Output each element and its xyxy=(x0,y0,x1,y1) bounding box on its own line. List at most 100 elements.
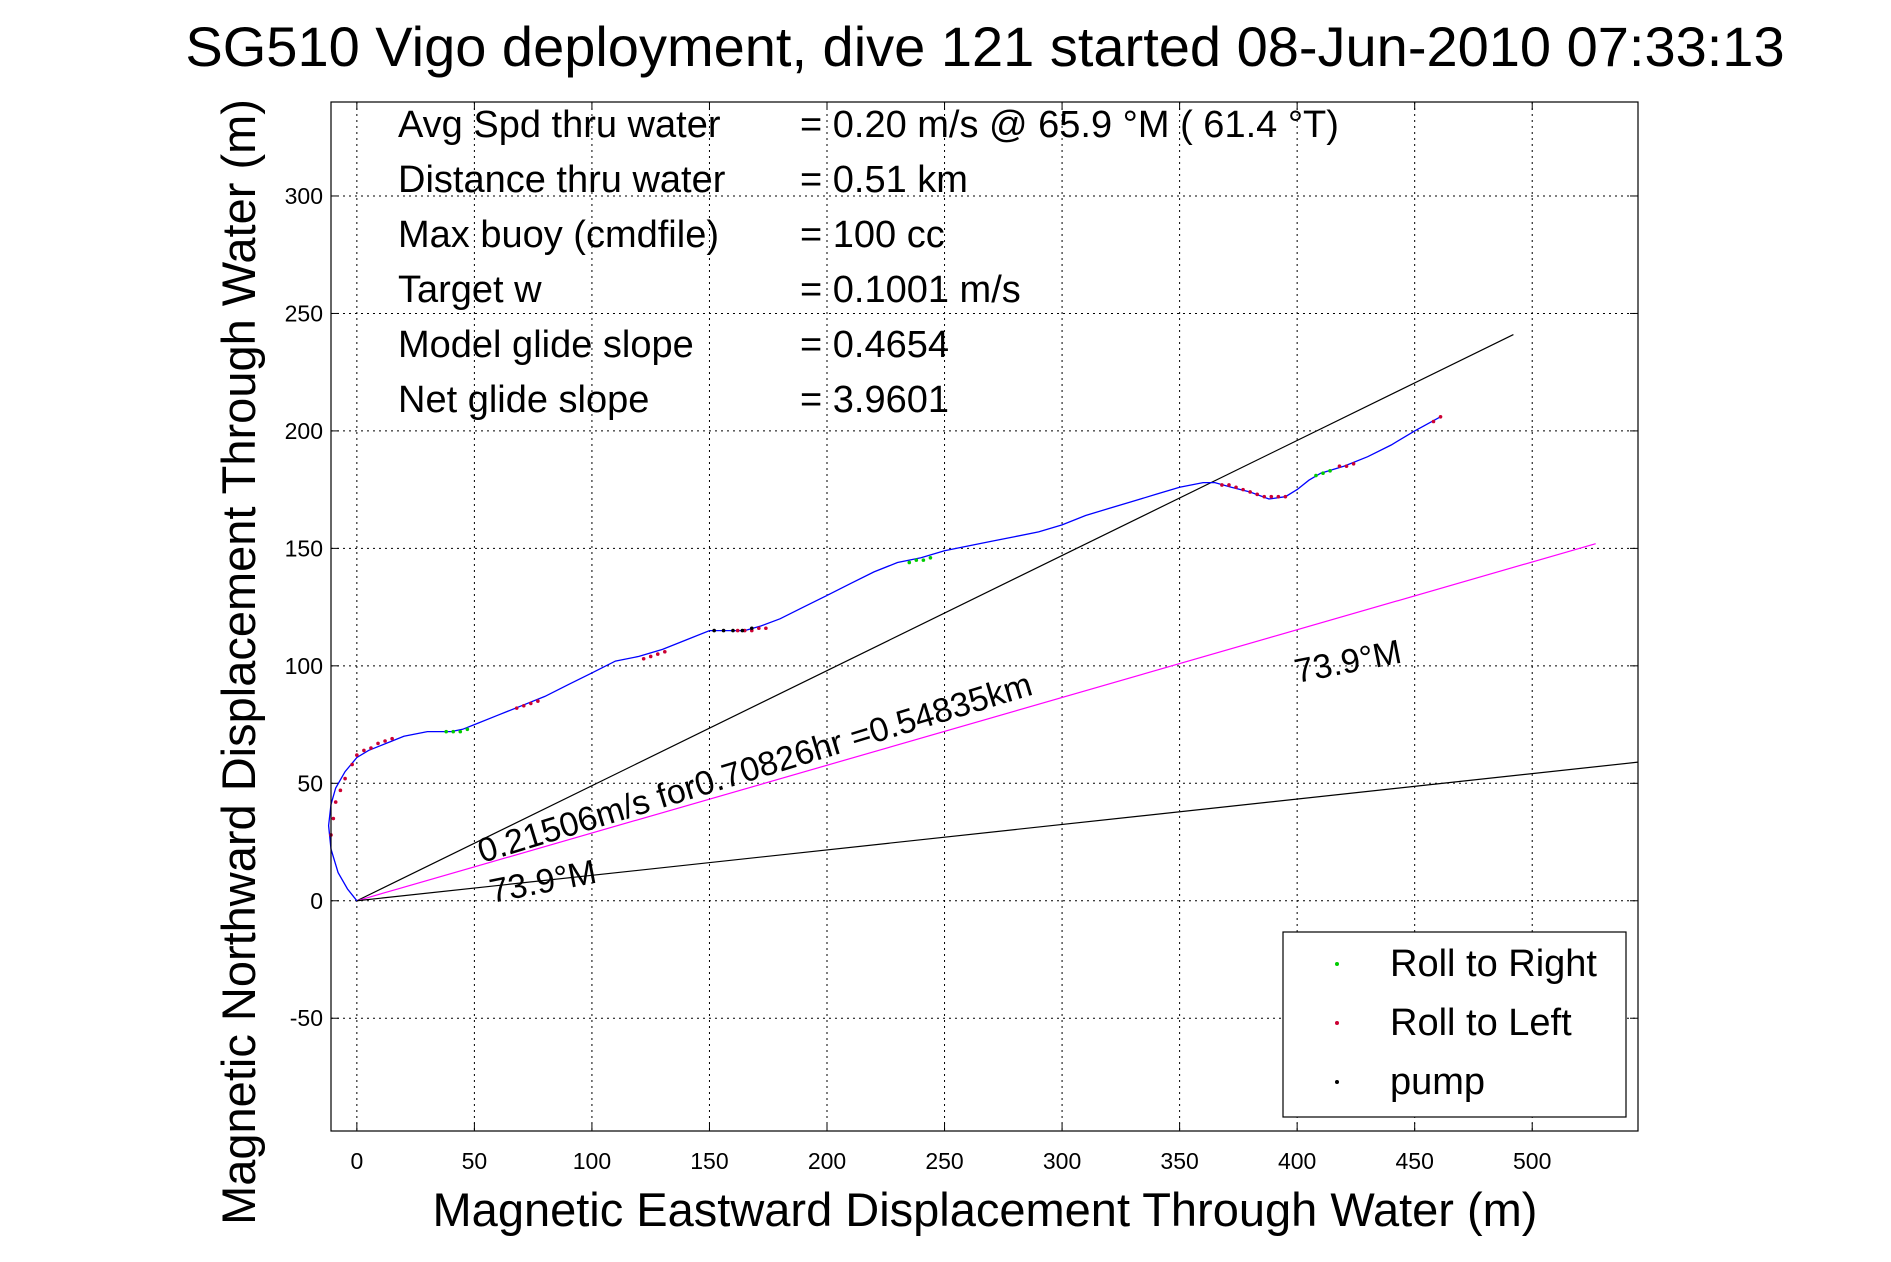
roll-left-point xyxy=(369,746,373,750)
y-tick-labels: -50 0 50 100 150 200 250 300 xyxy=(285,183,323,1031)
legend-entry: Roll to Left xyxy=(1390,1002,1572,1044)
roll-left-point xyxy=(383,739,387,743)
x-tick-label: 450 xyxy=(1395,1148,1433,1174)
roll-right-point xyxy=(928,555,933,560)
info-value: = 3.9601 xyxy=(800,379,949,421)
roll-left-point xyxy=(521,703,526,708)
grid xyxy=(331,102,1638,1131)
roll-left-point xyxy=(529,701,533,706)
roll-right-point xyxy=(1314,473,1318,478)
y-tick-label: 200 xyxy=(285,418,323,444)
info-value: = 100 cc xyxy=(800,214,945,256)
roll-left-point xyxy=(1344,464,1349,468)
legend-marker xyxy=(1335,1080,1339,1084)
plot-frame xyxy=(330,101,1639,1132)
roll-left-point xyxy=(1255,492,1259,497)
roll-left-point xyxy=(350,762,354,767)
roll-left-point xyxy=(1276,494,1281,499)
roll-right-point xyxy=(444,729,448,734)
roll-left-point xyxy=(1438,415,1443,419)
y-tick-label: 150 xyxy=(285,535,323,561)
reference-line xyxy=(356,334,1514,902)
roll-left-point xyxy=(333,800,338,804)
roll-left-point xyxy=(1241,487,1245,492)
x-tick-label: 350 xyxy=(1160,1148,1198,1174)
y-tick-label: -50 xyxy=(290,1005,323,1031)
x-tick-label: 500 xyxy=(1513,1148,1551,1174)
y-tick-label: 0 xyxy=(310,888,323,914)
x-tick-label: 50 xyxy=(462,1148,488,1174)
roll-left-point xyxy=(355,753,359,757)
pump-point xyxy=(712,628,716,633)
roll-left-point xyxy=(1262,494,1267,499)
roll-left-point xyxy=(1248,490,1252,494)
track xyxy=(327,416,1441,902)
roll-right-point xyxy=(907,560,912,565)
roll-left-point xyxy=(1234,485,1238,490)
roll-left-point xyxy=(663,649,667,654)
x-tick-label: 250 xyxy=(925,1148,963,1174)
x-tick-label: 200 xyxy=(808,1148,846,1174)
roll-left-point xyxy=(735,628,740,633)
roll-left-point xyxy=(757,626,761,631)
roll-left-point xyxy=(338,788,343,793)
info-value: = 0.1001 m/s xyxy=(800,269,1021,311)
y-tick-label: 50 xyxy=(297,770,323,796)
roll-left-point xyxy=(1227,483,1231,487)
roll-left-point xyxy=(390,736,394,741)
pump-point xyxy=(740,628,745,633)
roll-right-point xyxy=(458,729,463,734)
track-line xyxy=(327,416,1441,902)
y-tick-label: 250 xyxy=(285,300,323,326)
roll-left-point xyxy=(331,816,336,821)
x-axis-label: Magnetic Eastward Displacement Through W… xyxy=(433,1183,1538,1236)
legend: Roll to Right Roll to Left pump xyxy=(1282,931,1627,1118)
legend-entry: pump xyxy=(1390,1061,1485,1103)
roll-left-point xyxy=(1283,494,1288,499)
pump-point xyxy=(749,626,754,631)
pump-point xyxy=(731,628,735,633)
x-tick-label: 150 xyxy=(690,1148,728,1174)
x-tick-label: 0 xyxy=(350,1148,363,1174)
pump-point xyxy=(721,628,726,633)
roll-left-point xyxy=(1431,419,1436,424)
roll-left-point xyxy=(1220,483,1224,487)
roll-left-point xyxy=(641,656,646,661)
info-value: = 0.51 km xyxy=(800,159,968,201)
reference-lines xyxy=(356,334,1639,902)
tick-marks xyxy=(331,102,1638,1131)
x-tick-label: 300 xyxy=(1043,1148,1081,1174)
roll-right-point xyxy=(451,729,456,734)
y-tick-label: 300 xyxy=(285,183,323,209)
info-label: Net glide slope xyxy=(398,379,649,421)
roll-left-point xyxy=(655,652,660,656)
info-label: Model glide slope xyxy=(398,324,694,366)
legend-marker xyxy=(1335,962,1339,966)
y-tick-label: 100 xyxy=(285,653,323,679)
legend-entry: Roll to Right xyxy=(1390,943,1597,985)
reference-line xyxy=(356,543,1596,902)
info-label: Target w xyxy=(398,269,542,311)
roll-left-point xyxy=(764,626,768,631)
markers xyxy=(329,415,1443,837)
roll-left-point xyxy=(648,654,653,659)
roll-left-point xyxy=(1337,464,1342,468)
info-value: = 0.20 m/s @ 65.9 °M ( 61.4 °T) xyxy=(800,104,1339,146)
x-tick-label: 400 xyxy=(1278,1148,1316,1174)
roll-right-point xyxy=(921,558,926,562)
roll-right-point xyxy=(914,558,919,562)
x-tick-labels: 0 50 100 150 200 250 300 350 400 450 500 xyxy=(350,1148,1551,1174)
chart-title: SG510 Vigo deployment, dive 121 started … xyxy=(185,15,1784,78)
roll-left-point xyxy=(1351,461,1356,466)
info-box: Avg Spd thru water = 0.20 m/s @ 65.9 °M (… xyxy=(398,104,1339,421)
roll-right-point xyxy=(1321,471,1325,475)
roll-left-point xyxy=(536,699,540,703)
roll-right-point xyxy=(1328,469,1332,473)
roll-right-point xyxy=(465,727,470,732)
legend-marker xyxy=(1335,1021,1339,1025)
info-label: Distance thru water xyxy=(398,159,726,201)
y-axis-label: Magnetic Northward Displacement Through … xyxy=(212,99,265,1225)
roll-left-point xyxy=(362,748,366,753)
roll-left-point xyxy=(343,776,347,781)
